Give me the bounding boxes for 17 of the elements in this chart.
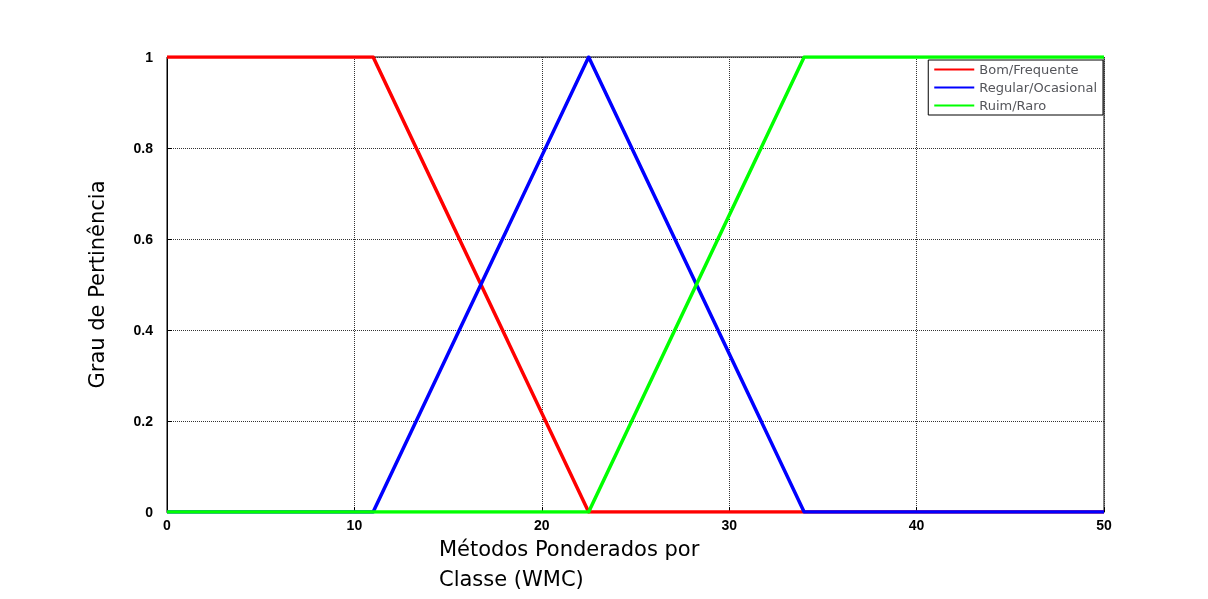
- x-tick-label: 50: [1096, 517, 1112, 533]
- x-tick-label: 30: [721, 517, 738, 533]
- legend-label: Bom/Frequente: [979, 62, 1079, 77]
- legend-label: Regular/Ocasional: [979, 80, 1098, 95]
- x-axis-title: Métodos Ponderados por Classe (WMC): [439, 537, 707, 591]
- x-tick-label: 10: [346, 517, 363, 533]
- x-tick-label: 20: [534, 517, 550, 533]
- y-tick-label: 0.4: [133, 322, 154, 338]
- y-tick-label: 1: [145, 49, 154, 65]
- legend-label: Ruim/Raro: [979, 98, 1047, 113]
- y-tick-label: 0.2: [133, 413, 154, 429]
- x-tick-label: 0: [163, 517, 172, 533]
- y-axis-title: Grau de Pertinência: [84, 180, 109, 389]
- y-tick-label: 0.6: [133, 231, 154, 247]
- x-tick-label: 40: [908, 517, 925, 533]
- y-tick-label: 0: [145, 504, 154, 520]
- y-tick-label: 0.8: [133, 140, 154, 156]
